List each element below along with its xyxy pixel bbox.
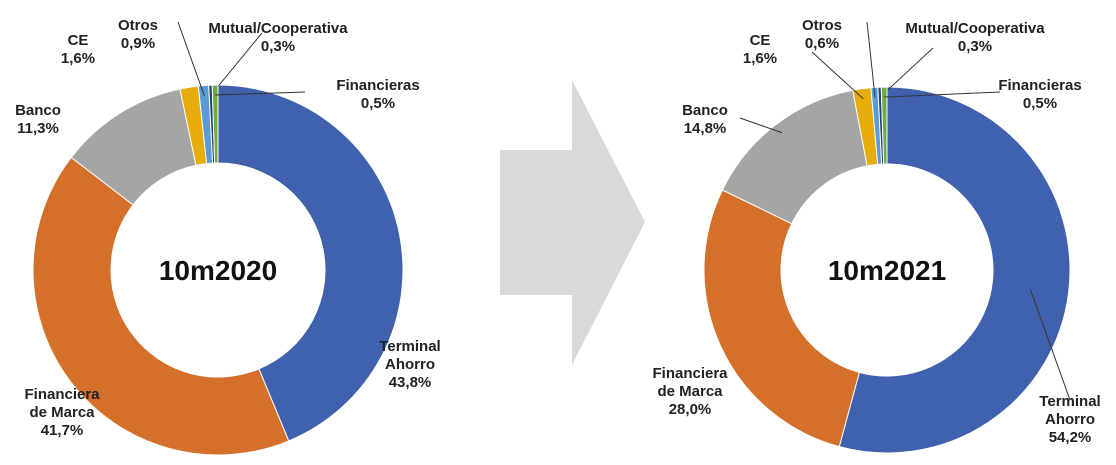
category: Financieras	[336, 77, 420, 94]
category: Otros	[117, 17, 158, 34]
value-label: 0,3%	[260, 38, 296, 55]
category: Banco	[15, 102, 61, 119]
category: Terminal Ahorro	[379, 338, 441, 373]
slice	[32, 156, 290, 456]
leader-line	[884, 91, 1001, 98]
value-label: 11,3%	[17, 120, 59, 137]
value-label: 14,8%	[683, 120, 727, 137]
slice-label: Banco 14,8%	[675, 102, 735, 138]
value-label: 1,6%	[742, 50, 778, 67]
slice-label: Terminal Ahorro 54,2%	[1030, 393, 1110, 447]
slice-label: Mutual/Cooperativa 0,3%	[198, 20, 358, 56]
slice	[703, 189, 860, 448]
category: Financieras	[998, 77, 1082, 94]
slice	[217, 84, 404, 442]
slice	[211, 84, 219, 164]
leader-line	[866, 21, 876, 98]
chart-title: 10m2020	[159, 255, 277, 286]
category: Financiera de Marca	[24, 386, 100, 421]
category: Mutual/Cooperativa	[905, 20, 1045, 37]
slice-label: Otros 0,6%	[792, 17, 852, 53]
leader-line	[879, 47, 934, 98]
slice-label: Financieras 0,5%	[990, 77, 1090, 113]
category: Financiera de Marca	[652, 365, 728, 400]
value-label: 41,7%	[40, 422, 84, 439]
slice-label: Banco 11,3%	[8, 102, 68, 138]
slice-label: Financieras 0,5%	[328, 77, 428, 113]
category: CE	[67, 32, 89, 49]
category: Terminal Ahorro	[1039, 393, 1101, 428]
leader-line	[811, 51, 864, 100]
leader-line	[177, 21, 205, 96]
category: Banco	[682, 102, 728, 119]
arrow	[500, 80, 645, 365]
value-label: 54,2%	[1048, 429, 1092, 446]
slice-label: CE 1,6%	[730, 32, 790, 68]
slice	[838, 86, 1071, 454]
value-label: 43,8%	[388, 374, 432, 391]
slice-label: Financiera de Marca 41,7%	[15, 386, 110, 440]
leader-line	[210, 32, 263, 96]
slice	[880, 86, 888, 165]
category: Otros	[801, 17, 842, 34]
slice-label: Terminal Ahorro 43,8%	[370, 338, 450, 392]
leader-line	[215, 91, 306, 96]
leader-line	[1029, 288, 1071, 401]
value-label: 1,6%	[60, 50, 96, 67]
value-label: 0,5%	[360, 95, 396, 112]
category: Mutual/Cooperativa	[208, 20, 348, 37]
category: CE	[749, 32, 771, 49]
value-label: 0,6%	[804, 35, 840, 52]
slice-label: Otros 0,9%	[108, 17, 168, 53]
value-label: 28,0%	[668, 401, 712, 418]
value-label: 0,5%	[1022, 95, 1058, 112]
slice-label: Mutual/Cooperativa 0,3%	[895, 20, 1055, 56]
value-label: 0,9%	[120, 35, 156, 52]
slice-label: CE 1,6%	[48, 32, 108, 68]
value-label: 0,3%	[957, 38, 993, 55]
slice-label: Financiera de Marca 28,0%	[643, 365, 738, 419]
leader-line	[739, 117, 782, 134]
chart-title: 10m2021	[828, 255, 946, 286]
